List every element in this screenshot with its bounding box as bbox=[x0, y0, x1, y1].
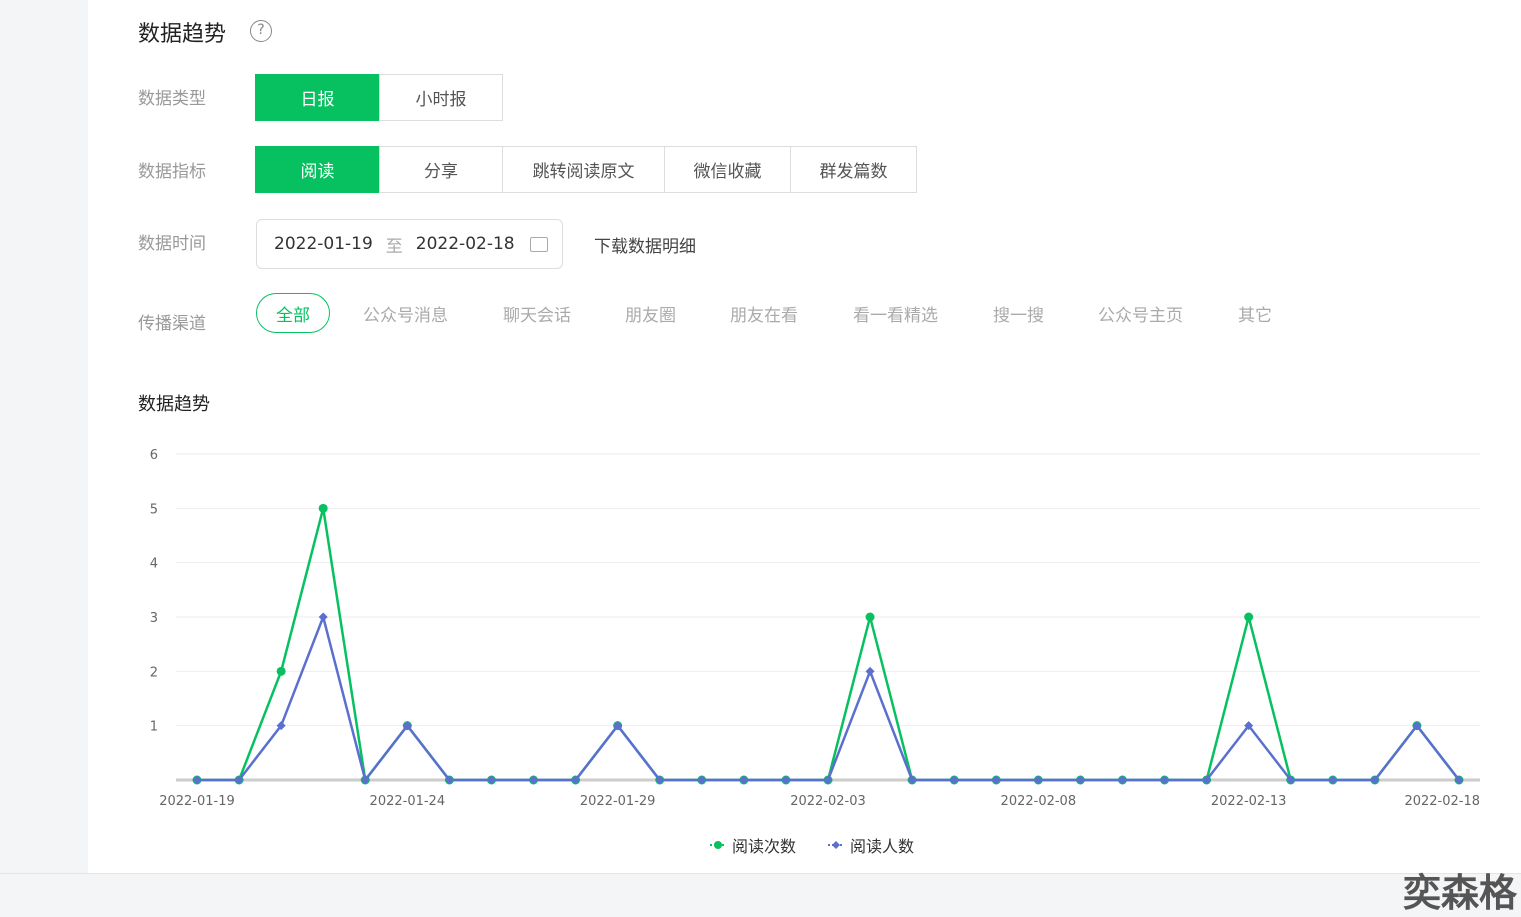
watermark-logo: 奕森格 bbox=[1403, 871, 1518, 915]
data-point bbox=[1244, 721, 1254, 731]
data-point bbox=[697, 775, 707, 785]
x-tick-label: 2022-02-18 bbox=[1404, 794, 1480, 809]
y-tick-label: 2 bbox=[150, 665, 158, 680]
footer-bar bbox=[0, 873, 1521, 905]
data-point bbox=[613, 721, 623, 731]
end-date: 2022-02-18 bbox=[415, 234, 515, 254]
channel-moments[interactable]: 朋友圈 bbox=[625, 305, 676, 326]
y-tick-label: 5 bbox=[150, 502, 158, 517]
start-date: 2022-01-19 bbox=[274, 234, 373, 254]
data-point bbox=[907, 775, 917, 785]
data-point bbox=[1160, 775, 1170, 785]
metric-toggle: 阅读 分享 跳转阅读原文 微信收藏 群发篇数 bbox=[255, 146, 917, 193]
data-point bbox=[1244, 612, 1254, 622]
data-point bbox=[276, 721, 286, 731]
x-tick-label: 2022-02-13 bbox=[1211, 794, 1287, 809]
data-point bbox=[318, 612, 328, 622]
y-tick-label: 4 bbox=[150, 557, 158, 572]
data-point bbox=[486, 775, 496, 785]
channel-label: 传播渠道 bbox=[138, 314, 206, 334]
download-details-link[interactable]: 下载数据明细 bbox=[594, 237, 696, 257]
data-point bbox=[529, 775, 539, 785]
data-point bbox=[234, 775, 244, 785]
channel-other[interactable]: 其它 bbox=[1238, 305, 1272, 326]
x-tick-label: 2022-02-08 bbox=[1001, 794, 1077, 809]
option-daily[interactable]: 日报 bbox=[255, 74, 380, 121]
data-point bbox=[739, 775, 749, 785]
data-point bbox=[1075, 775, 1085, 785]
data-point bbox=[991, 775, 1001, 785]
data-type-label: 数据类型 bbox=[138, 89, 206, 109]
data-point bbox=[402, 721, 412, 731]
channel-top-stories[interactable]: 看一看精选 bbox=[853, 305, 938, 326]
question-circle-icon[interactable]: ? bbox=[250, 20, 272, 42]
channel-chat[interactable]: 聊天会话 bbox=[503, 305, 571, 326]
legend-label: 阅读次数 bbox=[732, 837, 797, 856]
data-point bbox=[1202, 775, 1212, 785]
data-point bbox=[1370, 775, 1380, 785]
metric-jump-original[interactable]: 跳转阅读原文 bbox=[502, 146, 665, 193]
x-tick-label: 2022-02-03 bbox=[790, 794, 866, 809]
metric-share[interactable]: 分享 bbox=[379, 146, 503, 193]
chart-title: 数据趋势 bbox=[138, 394, 210, 415]
data-point bbox=[1412, 721, 1422, 731]
data-point bbox=[1328, 775, 1338, 785]
calendar-icon bbox=[530, 237, 548, 252]
legend-item-readers[interactable]: 阅读人数 bbox=[828, 833, 914, 857]
y-tick-label: 3 bbox=[150, 611, 158, 626]
data-point bbox=[1117, 775, 1127, 785]
data-point bbox=[781, 775, 791, 785]
channel-search[interactable]: 搜一搜 bbox=[993, 305, 1044, 326]
data-point bbox=[865, 612, 875, 622]
data-point bbox=[360, 775, 370, 785]
y-tick-label: 6 bbox=[150, 448, 158, 463]
data-point bbox=[1033, 775, 1043, 785]
data-point bbox=[571, 775, 581, 785]
x-tick-label: 2022-01-24 bbox=[370, 794, 446, 809]
y-tick-label: 1 bbox=[150, 720, 158, 735]
metric-favorite[interactable]: 微信收藏 bbox=[664, 146, 791, 193]
metric-read[interactable]: 阅读 bbox=[255, 146, 380, 193]
legend-item-reads[interactable]: 阅读次数 bbox=[710, 833, 796, 857]
data-point bbox=[865, 666, 875, 676]
option-hourly[interactable]: 小时报 bbox=[379, 74, 503, 121]
data-point bbox=[655, 775, 665, 785]
x-tick-label: 2022-01-19 bbox=[159, 794, 235, 809]
date-range-picker[interactable]: 2022-01-19 至 2022-02-18 bbox=[256, 219, 563, 269]
data-point bbox=[949, 775, 959, 785]
legend-diamond-icon bbox=[828, 841, 844, 849]
metric-label: 数据指标 bbox=[138, 162, 206, 182]
data-point bbox=[192, 775, 202, 785]
x-tick-label: 2022-01-29 bbox=[580, 794, 656, 809]
date-separator: 至 bbox=[385, 236, 403, 257]
channel-all[interactable]: 全部 bbox=[256, 293, 330, 333]
data-type-toggle: 日报 小时报 bbox=[255, 74, 503, 121]
metric-posts[interactable]: 群发篇数 bbox=[790, 146, 917, 193]
page-title: 数据趋势 bbox=[138, 22, 227, 47]
channel-official-message[interactable]: 公众号消息 bbox=[363, 305, 448, 326]
time-label: 数据时间 bbox=[138, 234, 206, 254]
channel-profile[interactable]: 公众号主页 bbox=[1098, 305, 1183, 326]
legend-label: 阅读人数 bbox=[850, 837, 915, 856]
series-line bbox=[197, 508, 1460, 784]
data-point bbox=[444, 775, 454, 785]
data-point bbox=[823, 775, 833, 785]
data-point bbox=[1286, 775, 1296, 785]
data-point bbox=[1454, 775, 1464, 785]
channel-friends-watching[interactable]: 朋友在看 bbox=[730, 305, 798, 326]
data-point bbox=[276, 666, 286, 676]
data-point bbox=[318, 503, 328, 513]
legend-circle-icon bbox=[710, 841, 726, 849]
main-panel: 数据趋势 ? 数据类型 日报 小时报 数据指标 阅读 分享 跳转阅读原文 微信收… bbox=[88, 0, 1521, 873]
trend-chart: 1 2 3 4 5 6 2022-01-19 2022-01-24 2022-01-29 2022… bbox=[150, 448, 1480, 809]
